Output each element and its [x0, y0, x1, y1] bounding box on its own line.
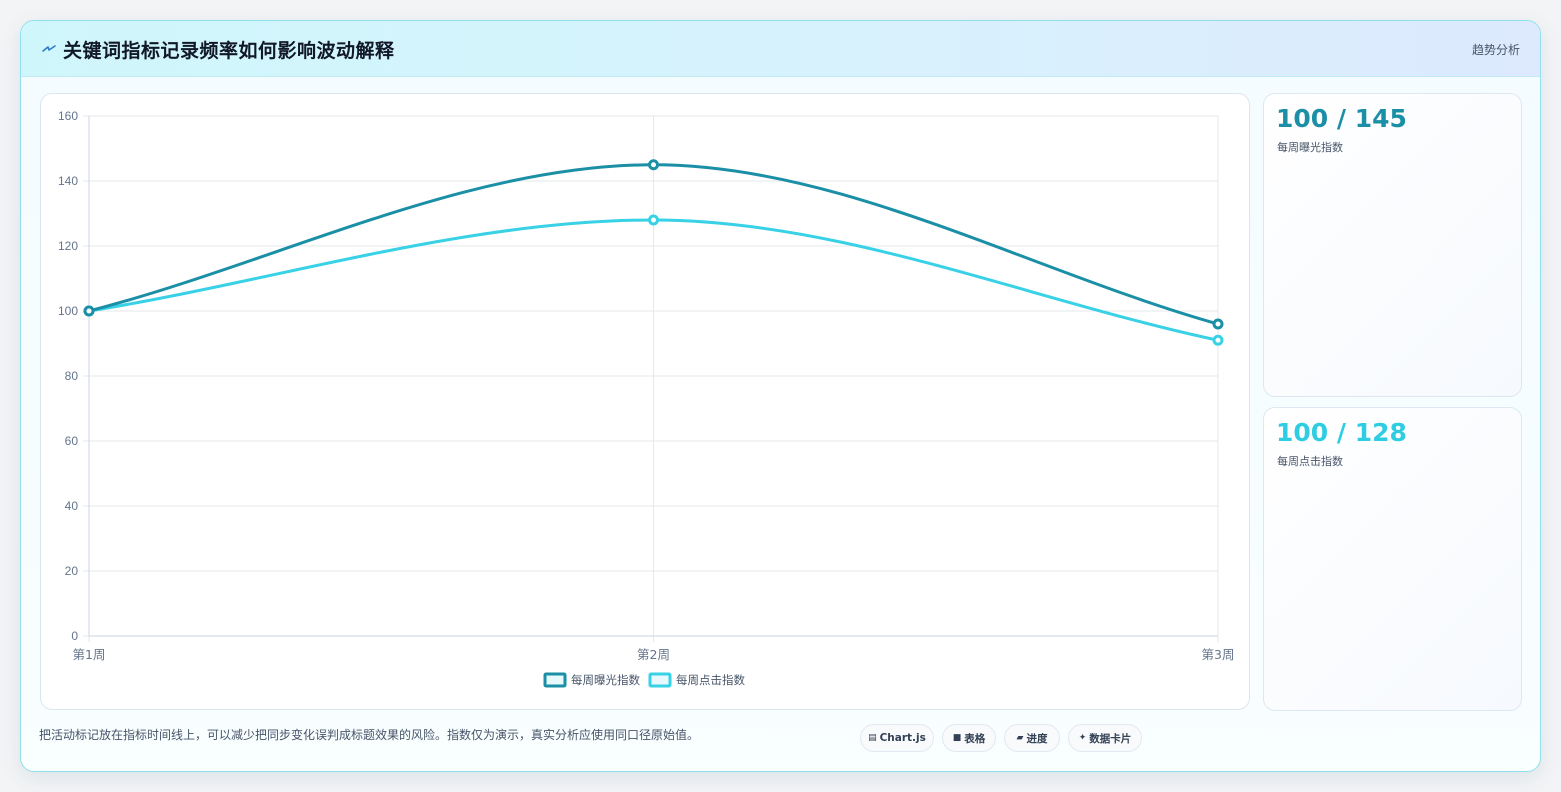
chip-label: 数据卡片 — [1089, 732, 1132, 745]
dashboard-card: 关键词指标记录频率如何影响波动解释 趋势分析 0 20 40 60 80 100 120 14… — [20, 20, 1541, 772]
progress-icon: ▰ — [1016, 733, 1024, 743]
sparkle-icon: ✦ — [1078, 733, 1087, 743]
y-tick-label: 160 — [58, 109, 78, 123]
legend-label: 每周曝光指数 — [571, 673, 640, 687]
chip-data-card[interactable]: ✦ 数据卡片 — [1068, 724, 1142, 752]
y-tick-label: 100 — [58, 304, 78, 318]
y-tick-label: 120 — [58, 239, 78, 253]
chip-label: 进度 — [1026, 732, 1048, 745]
stat-card-clicks: 100 / 128 每周点击指数 — [1263, 407, 1522, 711]
chart-panel: 0 20 40 60 80 100 120 140 160 第1周 第2周 第3周每周曝光指数 每周点击… — [40, 93, 1250, 710]
y-tick-label: 20 — [65, 564, 79, 578]
x-tick-label: 第3周 — [1202, 647, 1235, 662]
x-tick-label: 第2周 — [637, 647, 670, 662]
legend-swatch-2 — [648, 672, 672, 688]
stat-value: 100 / 145 — [1276, 104, 1407, 133]
y-tick-label: 80 — [65, 369, 79, 383]
stat-card-exposure: 100 / 145 每周曝光指数 — [1263, 93, 1522, 397]
data-point-2 — [648, 214, 659, 226]
y-tick-label: 140 — [58, 174, 78, 188]
data-point-1 — [648, 159, 659, 171]
page-title: 关键词指标记录频率如何影响波动解释 — [63, 40, 395, 62]
chip-label: 表格 — [964, 732, 986, 745]
chart-icon: ▤ — [868, 733, 877, 743]
data-point-2 — [1212, 334, 1224, 346]
legend-swatch-1 — [543, 672, 567, 688]
stat-label: 每周点击指数 — [1277, 455, 1343, 468]
chip-table[interactable]: ■ 表格 — [942, 724, 996, 752]
y-tick-label: 0 — [71, 629, 78, 643]
data-point-1 — [83, 305, 95, 317]
chip-progress[interactable]: ▰ 进度 — [1004, 724, 1060, 752]
table-icon: ■ — [952, 733, 962, 743]
y-tick-label: 40 — [65, 499, 79, 513]
chip-chartjs[interactable]: ▤ Chart.js — [860, 724, 934, 752]
y-tick-label: 60 — [65, 434, 79, 448]
stat-label: 每周曝光指数 — [1277, 141, 1343, 154]
data-point-1 — [1212, 318, 1224, 330]
footnote: 把活动标记放在指标时间线上，可以减少把同步变化误判成标题效果的风险。指数仅为演示… — [39, 728, 700, 742]
lightning-icon — [42, 45, 56, 52]
card-header: 关键词指标记录频率如何影响波动解释 趋势分析 — [21, 21, 1540, 77]
chip-label: Chart.js — [879, 732, 926, 744]
header-tag: 趋势分析 — [1471, 43, 1520, 57]
stat-value: 100 / 128 — [1276, 418, 1407, 447]
legend-label: 每周点击指数 — [676, 673, 745, 687]
x-tick-label: 第1周 — [73, 647, 106, 662]
